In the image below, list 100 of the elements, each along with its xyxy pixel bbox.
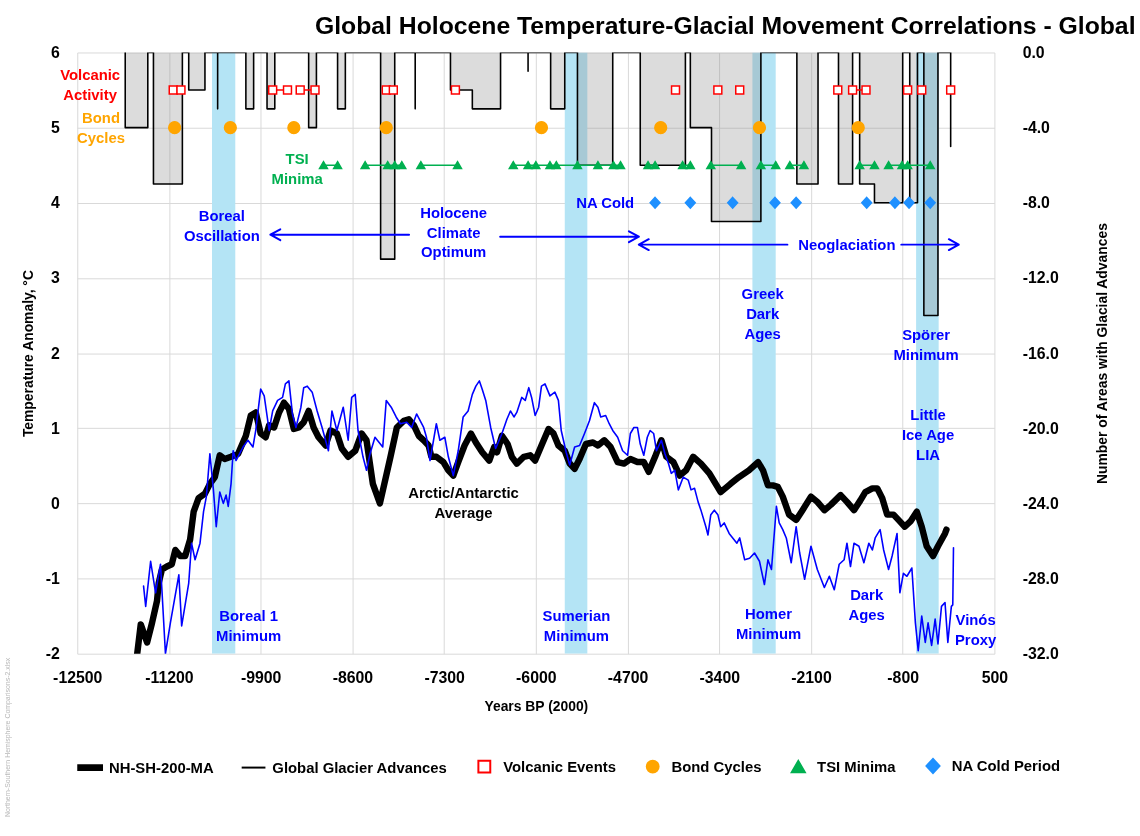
point	[168, 121, 182, 135]
x-tick-label: -6000	[516, 668, 557, 686]
legend-label: NH-SH-200-MA	[108, 759, 214, 776]
point	[854, 160, 865, 170]
legend-label: Global Glacier Advances	[272, 759, 447, 776]
point	[902, 85, 913, 95]
annotation: Sumerian Minimum	[542, 608, 611, 644]
y-tick-label: -2	[45, 645, 61, 663]
point	[531, 160, 541, 170]
point	[756, 160, 766, 170]
point	[924, 196, 936, 209]
point	[649, 196, 661, 209]
point	[593, 160, 603, 170]
point	[654, 121, 668, 135]
y2-tick-label: -20.0	[1022, 419, 1059, 437]
y-tick-label: 6	[51, 43, 61, 61]
x-tick-label: -11200	[145, 668, 194, 686]
point	[670, 85, 681, 95]
point	[452, 160, 463, 170]
point	[736, 160, 746, 170]
annotation: Boreal Oscillation	[183, 207, 260, 244]
y2-tick-label: -8.0	[1022, 194, 1051, 212]
point	[168, 85, 178, 95]
point	[851, 121, 865, 135]
y2-tick-label: -12.0	[1022, 269, 1059, 287]
point	[223, 121, 237, 135]
annotation: NA Cold	[576, 194, 635, 211]
point	[785, 160, 795, 170]
point	[360, 160, 370, 170]
annotation: Holocene Climate Optimum	[420, 204, 488, 261]
point	[869, 160, 880, 170]
point	[889, 196, 901, 209]
point	[771, 160, 781, 170]
point	[382, 160, 393, 170]
y2-tick-label: -16.0	[1022, 344, 1059, 362]
point	[318, 160, 329, 170]
legend-label: Bond Cycles	[671, 758, 762, 775]
y-tick-label: 0	[51, 494, 61, 512]
annotation: Boreal 1 Minimum	[216, 608, 282, 644]
y-tick-label: 1	[51, 419, 61, 437]
point	[925, 160, 935, 170]
legend-label: TSI Minima	[817, 758, 897, 775]
y2-tick-label: 0.0	[1022, 43, 1045, 61]
point	[677, 160, 688, 170]
point	[310, 85, 320, 95]
y2-axis-title: Number of Areas with Glacial Advances	[1094, 222, 1111, 485]
point	[706, 160, 716, 170]
x-tick-label: -4700	[607, 668, 649, 686]
point	[790, 196, 802, 209]
point	[883, 160, 894, 170]
point	[847, 85, 858, 95]
point	[572, 160, 583, 170]
annotation: Spörer Minimum	[893, 326, 959, 363]
x-tick-label: -3400	[699, 668, 741, 686]
x-tick-label: -800	[887, 668, 920, 686]
y-tick-label: 4	[51, 194, 61, 212]
point	[388, 85, 399, 95]
point	[650, 160, 660, 170]
annotation: Vinós Proxy	[954, 611, 997, 648]
point	[282, 85, 293, 95]
legend-label: Volcanic Events	[503, 758, 616, 775]
annotation: Greek Dark Ages	[741, 286, 785, 342]
point	[727, 196, 739, 209]
point	[643, 160, 653, 170]
point	[267, 85, 278, 95]
point	[615, 160, 626, 170]
point	[450, 85, 461, 95]
point	[379, 121, 393, 135]
y-tick-label: 5	[51, 119, 61, 137]
x-tick-label: -2100	[791, 668, 832, 686]
point	[917, 85, 927, 95]
point	[833, 85, 843, 95]
point	[685, 160, 696, 170]
annotation: Neoglaciation	[798, 236, 896, 253]
point	[608, 160, 619, 170]
annotation: Little Ice Age LIA	[901, 406, 955, 463]
annotation: Dark Ages	[848, 587, 885, 624]
y-tick-label: 3	[51, 269, 61, 287]
point	[903, 196, 915, 209]
annotation: Volcanic Activity	[60, 67, 121, 104]
annotation: Arctic/Antarctic Average	[408, 485, 519, 521]
y2-tick-label: -28.0	[1022, 569, 1059, 587]
point	[752, 121, 767, 135]
point	[534, 121, 549, 135]
point	[769, 196, 781, 209]
annotation: Homer Minimum	[736, 606, 802, 642]
point	[861, 85, 871, 95]
y-tick-label: 2	[51, 344, 61, 362]
point	[287, 121, 301, 135]
point	[397, 160, 407, 170]
chart-title: Global Holocene Temperature-Glacial Movement Correlations - Global	[314, 11, 1136, 39]
point	[523, 160, 533, 170]
point	[902, 160, 913, 170]
annotation: TSI Minima	[271, 151, 324, 188]
x-axis-title: Years BP (2000)	[484, 697, 589, 714]
point	[735, 85, 745, 95]
point	[945, 85, 956, 95]
x-tick-label: -12500	[53, 668, 103, 686]
y2-tick-label: -32.0	[1022, 645, 1059, 663]
point	[861, 196, 873, 209]
